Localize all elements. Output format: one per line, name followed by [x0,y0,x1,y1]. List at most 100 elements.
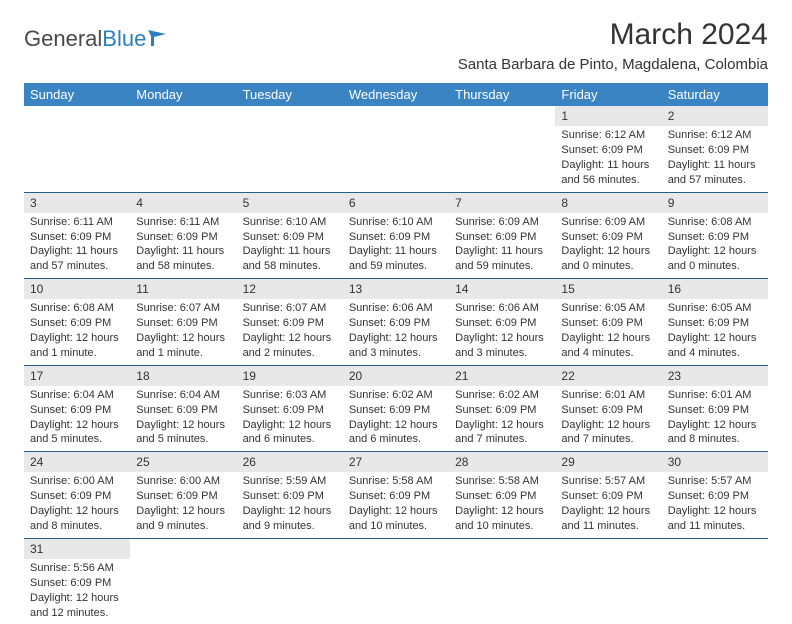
calendar-cell [237,106,343,192]
daylight-text-2: and 5 minutes. [136,432,230,447]
sunrise-text: Sunrise: 6:04 AM [136,388,230,403]
daylight-text-2: and 9 minutes. [136,519,230,534]
day-body: Sunrise: 5:57 AMSunset: 6:09 PMDaylight:… [662,472,768,537]
sunset-text: Sunset: 6:09 PM [30,489,124,504]
day-body: Sunrise: 6:04 AMSunset: 6:09 PMDaylight:… [24,386,130,451]
daylight-text-2: and 5 minutes. [30,432,124,447]
daylight-text-1: Daylight: 12 hours [349,418,443,433]
flag-icon [148,30,168,46]
sunset-text: Sunset: 6:09 PM [30,403,124,418]
sunset-text: Sunset: 6:09 PM [668,143,762,158]
calendar-cell: 29Sunrise: 5:57 AMSunset: 6:09 PMDayligh… [555,452,661,539]
sunset-text: Sunset: 6:09 PM [668,316,762,331]
day-body: Sunrise: 6:12 AMSunset: 6:09 PMDaylight:… [662,126,768,191]
calendar-cell: 31Sunrise: 5:56 AMSunset: 6:09 PMDayligh… [24,538,130,624]
daylight-text-1: Daylight: 11 hours [136,244,230,259]
day-number: 27 [343,452,449,472]
sunrise-text: Sunrise: 6:09 AM [561,215,655,230]
calendar-table: SundayMondayTuesdayWednesdayThursdayFrid… [24,83,768,624]
daylight-text-1: Daylight: 12 hours [561,418,655,433]
logo: GeneralBlue [24,26,168,52]
daylight-text-1: Daylight: 12 hours [455,331,549,346]
day-body: Sunrise: 6:12 AMSunset: 6:09 PMDaylight:… [555,126,661,191]
daylight-text-2: and 58 minutes. [243,259,337,274]
daylight-text-1: Daylight: 12 hours [561,504,655,519]
calendar-cell [343,538,449,624]
daylight-text-1: Daylight: 12 hours [30,591,124,606]
day-number: 19 [237,366,343,386]
sunset-text: Sunset: 6:09 PM [561,403,655,418]
daylight-text-2: and 57 minutes. [30,259,124,274]
sunrise-text: Sunrise: 6:11 AM [136,215,230,230]
calendar-cell: 18Sunrise: 6:04 AMSunset: 6:09 PMDayligh… [130,365,236,452]
day-number: 23 [662,366,768,386]
sunrise-text: Sunrise: 5:58 AM [349,474,443,489]
day-body: Sunrise: 6:08 AMSunset: 6:09 PMDaylight:… [662,213,768,278]
day-body: Sunrise: 6:11 AMSunset: 6:09 PMDaylight:… [130,213,236,278]
daylight-text-1: Daylight: 12 hours [668,504,762,519]
weekday-header: Sunday [24,83,130,106]
day-body: Sunrise: 6:10 AMSunset: 6:09 PMDaylight:… [343,213,449,278]
daylight-text-2: and 10 minutes. [455,519,549,534]
daylight-text-1: Daylight: 12 hours [136,504,230,519]
day-body: Sunrise: 6:00 AMSunset: 6:09 PMDaylight:… [24,472,130,537]
daylight-text-1: Daylight: 12 hours [668,244,762,259]
sunrise-text: Sunrise: 6:00 AM [136,474,230,489]
day-body: Sunrise: 6:08 AMSunset: 6:09 PMDaylight:… [24,299,130,364]
calendar-row: 17Sunrise: 6:04 AMSunset: 6:09 PMDayligh… [24,365,768,452]
daylight-text-1: Daylight: 11 hours [561,158,655,173]
daylight-text-1: Daylight: 12 hours [30,331,124,346]
daylight-text-2: and 4 minutes. [668,346,762,361]
calendar-cell: 19Sunrise: 6:03 AMSunset: 6:09 PMDayligh… [237,365,343,452]
calendar-cell: 28Sunrise: 5:58 AMSunset: 6:09 PMDayligh… [449,452,555,539]
day-number: 28 [449,452,555,472]
calendar-row: 3Sunrise: 6:11 AMSunset: 6:09 PMDaylight… [24,192,768,279]
day-number: 24 [24,452,130,472]
day-body: Sunrise: 6:01 AMSunset: 6:09 PMDaylight:… [662,386,768,451]
daylight-text-2: and 0 minutes. [561,259,655,274]
month-title: March 2024 [458,18,768,52]
day-number: 20 [343,366,449,386]
day-body: Sunrise: 5:59 AMSunset: 6:09 PMDaylight:… [237,472,343,537]
sunrise-text: Sunrise: 6:06 AM [349,301,443,316]
day-body: Sunrise: 6:01 AMSunset: 6:09 PMDaylight:… [555,386,661,451]
sunrise-text: Sunrise: 6:02 AM [455,388,549,403]
day-body: Sunrise: 6:09 AMSunset: 6:09 PMDaylight:… [449,213,555,278]
daylight-text-2: and 1 minute. [136,346,230,361]
daylight-text-2: and 6 minutes. [349,432,443,447]
calendar-cell: 24Sunrise: 6:00 AMSunset: 6:09 PMDayligh… [24,452,130,539]
day-number: 12 [237,279,343,299]
header: GeneralBlue March 2024 Santa Barbara de … [24,18,768,73]
day-number: 7 [449,193,555,213]
day-number: 25 [130,452,236,472]
day-number: 11 [130,279,236,299]
sunset-text: Sunset: 6:09 PM [30,230,124,245]
sunrise-text: Sunrise: 6:09 AM [455,215,549,230]
daylight-text-1: Daylight: 12 hours [455,418,549,433]
calendar-cell: 11Sunrise: 6:07 AMSunset: 6:09 PMDayligh… [130,279,236,366]
daylight-text-2: and 1 minute. [30,346,124,361]
calendar-cell: 30Sunrise: 5:57 AMSunset: 6:09 PMDayligh… [662,452,768,539]
day-body: Sunrise: 6:03 AMSunset: 6:09 PMDaylight:… [237,386,343,451]
sunset-text: Sunset: 6:09 PM [136,316,230,331]
sunset-text: Sunset: 6:09 PM [561,316,655,331]
daylight-text-1: Daylight: 12 hours [136,418,230,433]
calendar-cell: 13Sunrise: 6:06 AMSunset: 6:09 PMDayligh… [343,279,449,366]
day-body: Sunrise: 6:00 AMSunset: 6:09 PMDaylight:… [130,472,236,537]
sunset-text: Sunset: 6:09 PM [30,316,124,331]
sunrise-text: Sunrise: 6:03 AM [243,388,337,403]
day-number: 30 [662,452,768,472]
calendar-cell: 25Sunrise: 6:00 AMSunset: 6:09 PMDayligh… [130,452,236,539]
day-number: 8 [555,193,661,213]
day-body: Sunrise: 5:57 AMSunset: 6:09 PMDaylight:… [555,472,661,537]
daylight-text-2: and 11 minutes. [668,519,762,534]
calendar-cell [237,538,343,624]
sunset-text: Sunset: 6:09 PM [455,489,549,504]
day-number: 1 [555,106,661,126]
day-number: 31 [24,539,130,559]
sunset-text: Sunset: 6:09 PM [561,230,655,245]
sunset-text: Sunset: 6:09 PM [455,403,549,418]
daylight-text-2: and 2 minutes. [243,346,337,361]
day-body: Sunrise: 6:06 AMSunset: 6:09 PMDaylight:… [449,299,555,364]
day-body: Sunrise: 6:02 AMSunset: 6:09 PMDaylight:… [343,386,449,451]
